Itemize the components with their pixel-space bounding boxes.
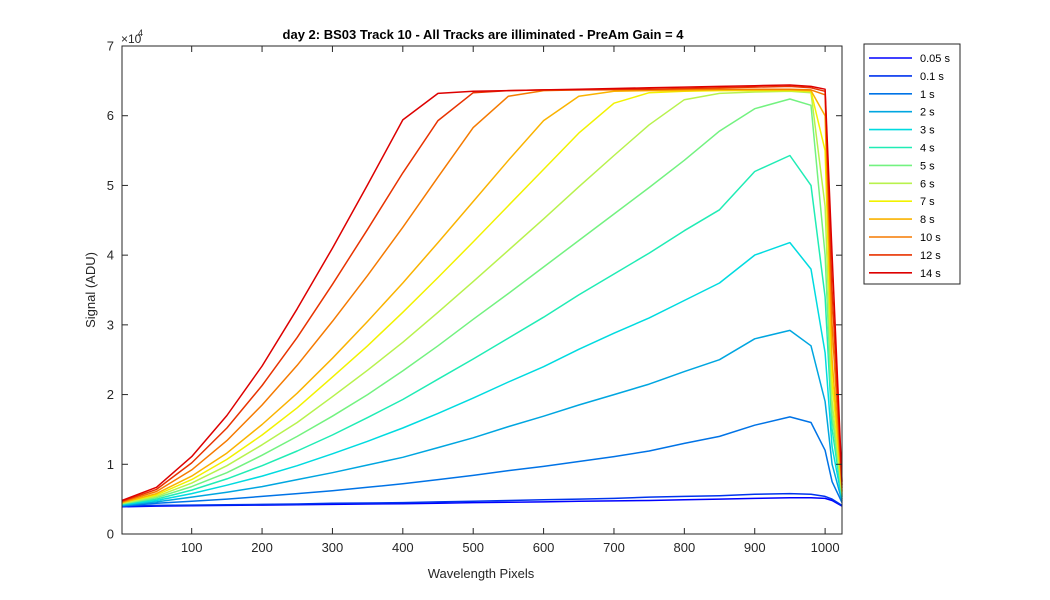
y-tick-label: 1 [107,457,114,472]
y-axis-exponent-base: ×10 [121,32,142,46]
y-tick-label: 2 [107,387,114,402]
legend-label-1: 0.1 s [920,71,944,83]
legend-box [863,43,961,285]
x-tick-label: 800 [673,540,695,555]
chart-title: day 2: BS03 Track 10 - All Tracks are il… [283,27,685,42]
y-tick-label: 0 [107,527,114,542]
legend: 0.05 s 0.1 s 1 s 2 s 3 s 4 s 5 s 6 s 7 s 8 s 10 s 1… [863,43,961,285]
series-line-4 [121,241,843,506]
legend-label-2: 1 s [920,89,935,101]
y-axis: 0 1 2 3 4 5 6 7 [107,39,842,542]
x-tick-label: 900 [744,540,766,555]
series-line-10 [121,88,843,503]
y-axis-label: Signal (ADU) [83,252,98,328]
y-axis-exponent-power: 4 [138,28,143,38]
x-tick-label: 1000 [811,540,840,555]
legend-label-5: 4 s [920,143,935,155]
series-line-6 [121,98,843,505]
legend-label-6: 5 s [920,160,935,172]
legend-label-12: 14 s [920,268,941,280]
series-line-7 [121,90,843,505]
series-line-5 [121,154,843,505]
x-tick-label: 500 [462,540,484,555]
legend-label-8: 7 s [920,196,935,208]
legend-label-4: 3 s [920,125,935,137]
x-tick-label: 600 [533,540,555,555]
x-axis-label: Wavelength Pixels [428,566,535,581]
y-tick-label: 5 [107,178,114,193]
y-tick-label: 4 [107,248,114,263]
x-tick-label: 700 [603,540,625,555]
series-layer [121,84,843,508]
legend-label-3: 2 s [920,107,935,119]
y-tick-label: 3 [107,317,114,332]
legend-label-7: 6 s [920,178,935,190]
x-tick-label: 200 [251,540,273,555]
series-line-12 [121,84,843,502]
x-axis: 100 200 300 400 500 600 700 800 900 1000 [181,46,840,555]
series-line-2 [121,416,843,507]
x-tick-label: 400 [392,540,414,555]
plot-area-frame [121,45,843,535]
legend-label-0: 0.05 s [920,53,950,65]
y-tick-label: 7 [107,39,114,54]
x-tick-label: 300 [322,540,344,555]
series-line-1 [121,492,843,507]
series-line-3 [121,329,843,507]
legend-label-11: 12 s [920,250,941,262]
legend-label-9: 8 s [920,214,935,226]
y-tick-label: 6 [107,108,114,123]
legend-label-10: 10 s [920,232,941,244]
x-tick-label: 100 [181,540,203,555]
